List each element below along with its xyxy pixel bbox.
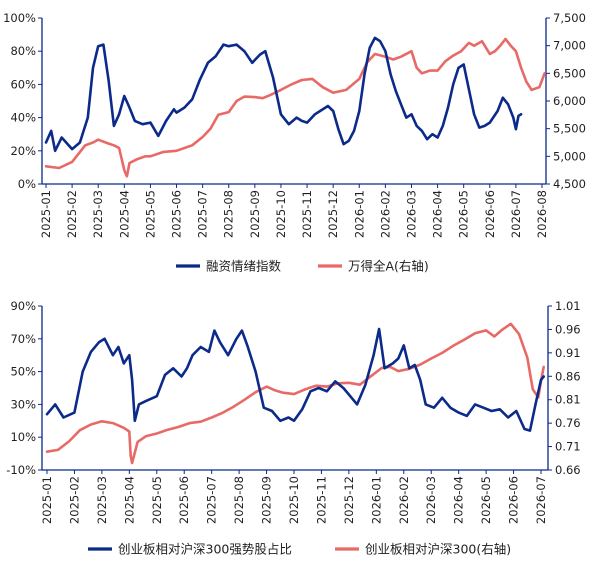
legend-label: 融资情绪指数 <box>206 259 282 274</box>
legend-label: 万得全A(右轴) <box>348 259 429 274</box>
x-tick-label: 2025-07 <box>205 476 219 524</box>
y-left-tick-label: 10% <box>10 430 36 444</box>
y-left-tick-label: 70% <box>10 332 36 346</box>
x-tick-label: 2025-05 <box>150 476 164 524</box>
y-right-tick-label: 7,500 <box>553 11 586 25</box>
x-tick-label: 2026-01 <box>369 476 383 524</box>
y-left-tick-label: 80% <box>10 44 36 58</box>
x-tick-label: 2026-05 <box>457 190 471 238</box>
x-tick-label: 2025-06 <box>170 190 184 238</box>
x-tick-label: 2025-09 <box>260 476 274 524</box>
x-tick-label: 2026-07 <box>534 476 548 524</box>
x-tick-label: 2026-04 <box>452 476 466 524</box>
x-tick-label: 2025-02 <box>67 476 81 524</box>
x-tick-label: 2026-07 <box>509 190 523 238</box>
x-tick-label: 2025-08 <box>232 476 246 524</box>
y-left-tick-label: 100% <box>3 11 36 25</box>
x-tick-label: 2025-09 <box>248 190 262 238</box>
y-right-tick-label: 5,000 <box>553 149 586 163</box>
y-left-tick-label: 50% <box>10 365 36 379</box>
legend-label: 创业板相对沪深300(右轴) <box>365 542 511 557</box>
x-tick-label: 2026-06 <box>483 190 497 238</box>
y-right-tick-label: 4,500 <box>553 177 586 191</box>
x-tick-label: 2025-04 <box>117 190 131 238</box>
y-right-tick-label: 0.81 <box>555 393 581 407</box>
x-tick-label: 2026-08 <box>535 190 549 238</box>
x-tick-label: 2026-05 <box>479 476 493 524</box>
x-tick-label: 2025-10 <box>274 190 288 238</box>
y-right-tick-label: 0.96 <box>555 322 581 336</box>
y-left-tick-label: 40% <box>10 111 36 125</box>
y-left-tick-label: 30% <box>10 397 36 411</box>
y-right-tick-label: 0.66 <box>555 463 581 477</box>
series-line-right-axis <box>44 37 546 178</box>
x-tick-label: 2026-06 <box>507 476 521 524</box>
x-tick-label: 2026-01 <box>352 190 366 238</box>
y-left-tick-label: 20% <box>10 144 36 158</box>
x-tick-label: 2026-03 <box>404 190 418 238</box>
legend-label: 创业板相对沪深300强势股占比 <box>118 542 292 557</box>
x-tick-label: 2025-02 <box>65 190 79 238</box>
y-right-tick-label: 0.91 <box>555 346 581 360</box>
x-tick-label: 2026-02 <box>378 190 392 238</box>
y-right-tick-label: 0.76 <box>555 416 581 430</box>
x-tick-label: 2025-01 <box>39 190 53 238</box>
x-tick-label: 2025-08 <box>222 190 236 238</box>
x-tick-label: 2025-05 <box>143 190 157 238</box>
x-tick-label: 2025-01 <box>40 476 54 524</box>
y-left-tick-label: 90% <box>10 299 36 313</box>
chart-2: -10% 10% 30% 50% 70% 90% 0.66 0.71 0.76 0.81 0.86 0… <box>6 299 580 557</box>
series-line-left-axis <box>45 327 545 432</box>
y-right-tick-label: 7,000 <box>553 39 586 53</box>
y-left-tick-label: -10% <box>6 463 36 477</box>
y-left-tick-label: 60% <box>10 77 36 91</box>
y-left-tick-label: 0% <box>18 177 36 191</box>
y-right-tick-label: 1.01 <box>555 299 581 313</box>
x-tick-label: 2025-07 <box>196 190 210 238</box>
y-right-tick-label: 5,500 <box>553 122 586 136</box>
x-tick-label: 2025-11 <box>314 476 328 524</box>
series-line-right-axis <box>45 322 545 465</box>
y-right-tick-label: 0.71 <box>555 440 581 454</box>
x-tick-label: 2025-03 <box>91 190 105 238</box>
x-tick-label: 2025-12 <box>326 190 340 238</box>
x-tick-label: 2025-03 <box>95 476 109 524</box>
x-tick-label: 2025-10 <box>287 476 301 524</box>
x-tick-label: 2026-04 <box>431 190 445 238</box>
x-tick-label: 2026-02 <box>397 476 411 524</box>
x-tick-label: 2025-04 <box>122 476 136 524</box>
x-tick-label: 2025-06 <box>177 476 191 524</box>
y-right-tick-label: 6,500 <box>553 66 586 80</box>
y-right-tick-label: 0.86 <box>555 369 581 383</box>
chart-1: 0% 20% 40% 60% 80% 100% 4,500 5,000 5,500 6,000 6,… <box>3 11 586 274</box>
y-right-tick-label: 6,000 <box>553 94 586 108</box>
series-line-left-axis <box>44 36 523 153</box>
x-tick-label: 2025-11 <box>300 190 314 238</box>
x-tick-label: 2025-12 <box>342 476 356 524</box>
x-tick-label: 2026-03 <box>424 476 438 524</box>
